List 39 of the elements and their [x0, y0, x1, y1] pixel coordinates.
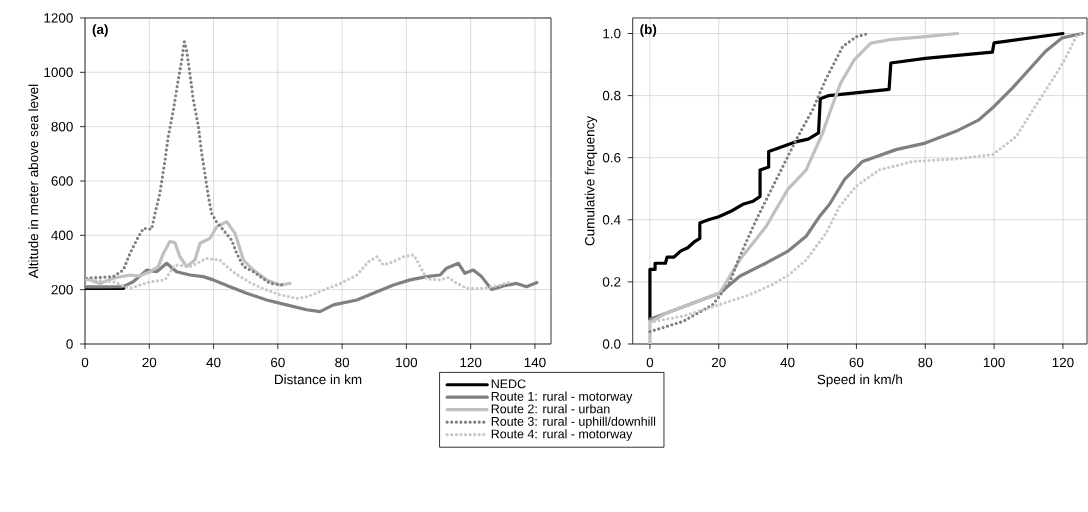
y-tick-label: 600: [51, 176, 73, 186]
x-axis-title: Distance in km: [275, 374, 362, 385]
annotation: (a): [92, 24, 108, 37]
x-tick-label: 120: [1052, 357, 1074, 368]
y-tick-label: 1000: [44, 67, 73, 78]
annotation: (b): [640, 24, 657, 37]
x-tick-label: 60: [271, 357, 285, 368]
x-tick-label: 100: [396, 357, 418, 368]
x-tick-label: 60: [849, 357, 864, 368]
y-tick-label: 800: [51, 121, 73, 132]
y-tick-label: 0.0: [602, 339, 621, 349]
x-tick-label: 80: [918, 357, 933, 368]
x-tick-label: 0: [81, 357, 89, 368]
y-tick-label: 0.4: [602, 215, 621, 225]
legend-label: NEDC: [491, 379, 526, 389]
legend-label: Route 3: rural - uphill/downhill: [491, 416, 656, 429]
y-axis-title: Altitude in meter above sea level: [28, 84, 39, 279]
y-tick-label: 0: [66, 339, 73, 349]
y-tick-label: 1200: [44, 13, 73, 23]
x-tick-label: 140: [524, 357, 546, 368]
x-tick-label: 80: [335, 357, 350, 368]
x-tick-label: 0: [646, 357, 654, 368]
y-tick-label: 0.6: [602, 152, 621, 163]
x-tick-label: 120: [460, 357, 482, 368]
x-tick-label: 20: [142, 357, 157, 368]
x-tick-label: 40: [206, 357, 221, 368]
y-tick-label: 0.2: [602, 277, 621, 287]
legend-label: Route 1: rural - motorway: [491, 391, 633, 404]
y-tick-label: 400: [51, 230, 73, 241]
y-tick-label: 0.8: [602, 90, 621, 101]
x-tick-label: 40: [780, 357, 795, 368]
legend-label: Route 4: rural - motorway: [491, 429, 633, 441]
x-tick-label: 100: [983, 357, 1005, 368]
x-axis-title: Speed in km/h: [817, 374, 902, 387]
y-tick-label: 200: [51, 284, 73, 295]
y-axis-title: Cumulative frequency: [584, 116, 598, 246]
x-tick-label: 20: [711, 357, 726, 368]
y-tick-label: 1.0: [603, 28, 621, 39]
legend-label: Route 2: rural - urban: [491, 404, 610, 414]
